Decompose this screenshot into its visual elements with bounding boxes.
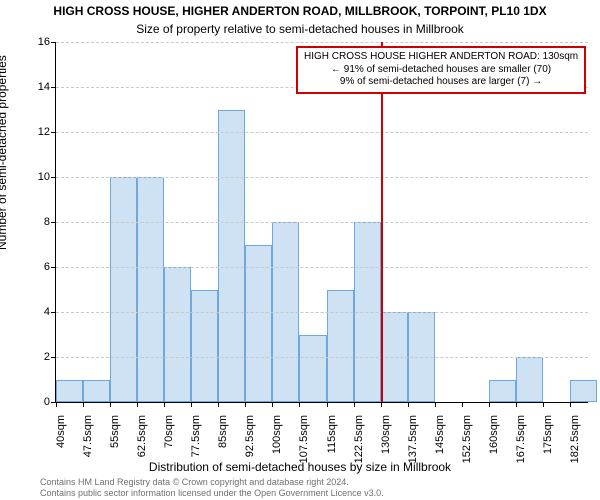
chart-container: HIGH CROSS HOUSE, HIGHER ANDERTON ROAD, … xyxy=(0,0,600,500)
y-tick-label: 8 xyxy=(44,216,56,228)
x-tick-label: 115sqm xyxy=(324,415,338,453)
x-tick-mark xyxy=(56,402,57,407)
x-tick-label: 100sqm xyxy=(269,415,283,454)
x-tick-label: 40sqm xyxy=(53,415,67,448)
x-tick-mark xyxy=(435,402,436,407)
gridline xyxy=(56,312,588,313)
gridline xyxy=(56,177,588,178)
x-tick-label: 77.5sqm xyxy=(188,415,202,457)
gridline xyxy=(56,42,588,43)
x-tick-mark xyxy=(191,402,192,407)
x-tick-mark xyxy=(381,402,382,407)
x-tick-label: 70sqm xyxy=(161,415,175,448)
histogram-bar xyxy=(191,290,218,403)
x-tick-label: 55sqm xyxy=(107,415,121,448)
x-axis-label: Distribution of semi-detached houses by … xyxy=(0,460,600,474)
x-tick-mark xyxy=(327,402,328,407)
x-tick-mark xyxy=(218,402,219,407)
annotation-box: HIGH CROSS HOUSE HIGHER ANDERTON ROAD: 1… xyxy=(296,46,586,94)
histogram-bar xyxy=(137,177,164,402)
gridline xyxy=(56,357,588,358)
histogram-bar xyxy=(570,380,597,403)
attribution-line1: Contains HM Land Registry data © Crown c… xyxy=(40,477,349,487)
histogram-bar xyxy=(489,380,516,403)
x-tick-mark xyxy=(516,402,517,407)
x-tick-label: 122.5sqm xyxy=(351,415,365,463)
x-tick-mark xyxy=(110,402,111,407)
histogram-bar xyxy=(110,177,137,402)
x-tick-label: 92.5sqm xyxy=(242,415,256,457)
plot-area: 024681012141640sqm47.5sqm55sqm62.5sqm70s… xyxy=(55,42,588,403)
histogram-bar xyxy=(245,245,272,403)
y-tick-label: 12 xyxy=(38,126,56,138)
x-tick-label: 107.5sqm xyxy=(296,415,310,463)
histogram-bar xyxy=(299,335,326,403)
histogram-bar xyxy=(56,380,83,403)
y-tick-label: 6 xyxy=(44,261,56,273)
x-tick-mark xyxy=(570,402,571,407)
x-tick-label: 145sqm xyxy=(432,415,446,454)
annotation-line2: ← 91% of semi-detached houses are smalle… xyxy=(304,64,578,77)
y-axis-label: Number of semi-detached properties xyxy=(0,55,9,250)
y-tick-label: 0 xyxy=(44,396,56,408)
x-tick-label: 137.5sqm xyxy=(405,415,419,463)
y-tick-label: 10 xyxy=(38,171,56,183)
x-tick-label: 152.5sqm xyxy=(459,415,473,463)
x-tick-mark xyxy=(83,402,84,407)
x-tick-label: 160sqm xyxy=(486,415,500,454)
chart-subtitle: Size of property relative to semi-detach… xyxy=(0,22,600,36)
x-tick-mark xyxy=(272,402,273,407)
x-tick-mark xyxy=(164,402,165,407)
y-tick-label: 2 xyxy=(44,351,56,363)
x-tick-mark xyxy=(489,402,490,407)
x-tick-mark xyxy=(245,402,246,407)
x-tick-label: 130sqm xyxy=(378,415,392,454)
attribution-line2: Contains public sector information licen… xyxy=(40,488,384,498)
histogram-bar xyxy=(218,110,245,403)
x-tick-mark xyxy=(543,402,544,407)
x-tick-label: 167.5sqm xyxy=(513,415,527,463)
histogram-bar xyxy=(327,290,354,403)
x-tick-mark xyxy=(137,402,138,407)
y-tick-label: 14 xyxy=(38,81,56,93)
x-tick-mark xyxy=(408,402,409,407)
y-tick-label: 4 xyxy=(44,306,56,318)
x-tick-label: 47.5sqm xyxy=(80,415,94,457)
gridline xyxy=(56,222,588,223)
x-tick-mark xyxy=(299,402,300,407)
attribution-text: Contains HM Land Registry data © Crown c… xyxy=(40,477,590,498)
x-tick-mark xyxy=(462,402,463,407)
x-tick-label: 175sqm xyxy=(540,415,554,454)
y-tick-label: 16 xyxy=(38,36,56,48)
chart-title: HIGH CROSS HOUSE, HIGHER ANDERTON ROAD, … xyxy=(0,4,600,18)
x-tick-mark xyxy=(354,402,355,407)
x-tick-label: 85sqm xyxy=(215,415,229,448)
x-tick-label: 182.5sqm xyxy=(567,415,581,463)
gridline xyxy=(56,267,588,268)
histogram-bar xyxy=(516,357,543,402)
histogram-bar xyxy=(164,267,191,402)
histogram-bar xyxy=(83,380,110,403)
x-tick-label: 62.5sqm xyxy=(134,415,148,457)
gridline xyxy=(56,132,588,133)
annotation-line3: 9% of semi-detached houses are larger (7… xyxy=(304,76,578,89)
annotation-line1: HIGH CROSS HOUSE HIGHER ANDERTON ROAD: 1… xyxy=(304,51,578,64)
marker-line xyxy=(381,42,383,402)
